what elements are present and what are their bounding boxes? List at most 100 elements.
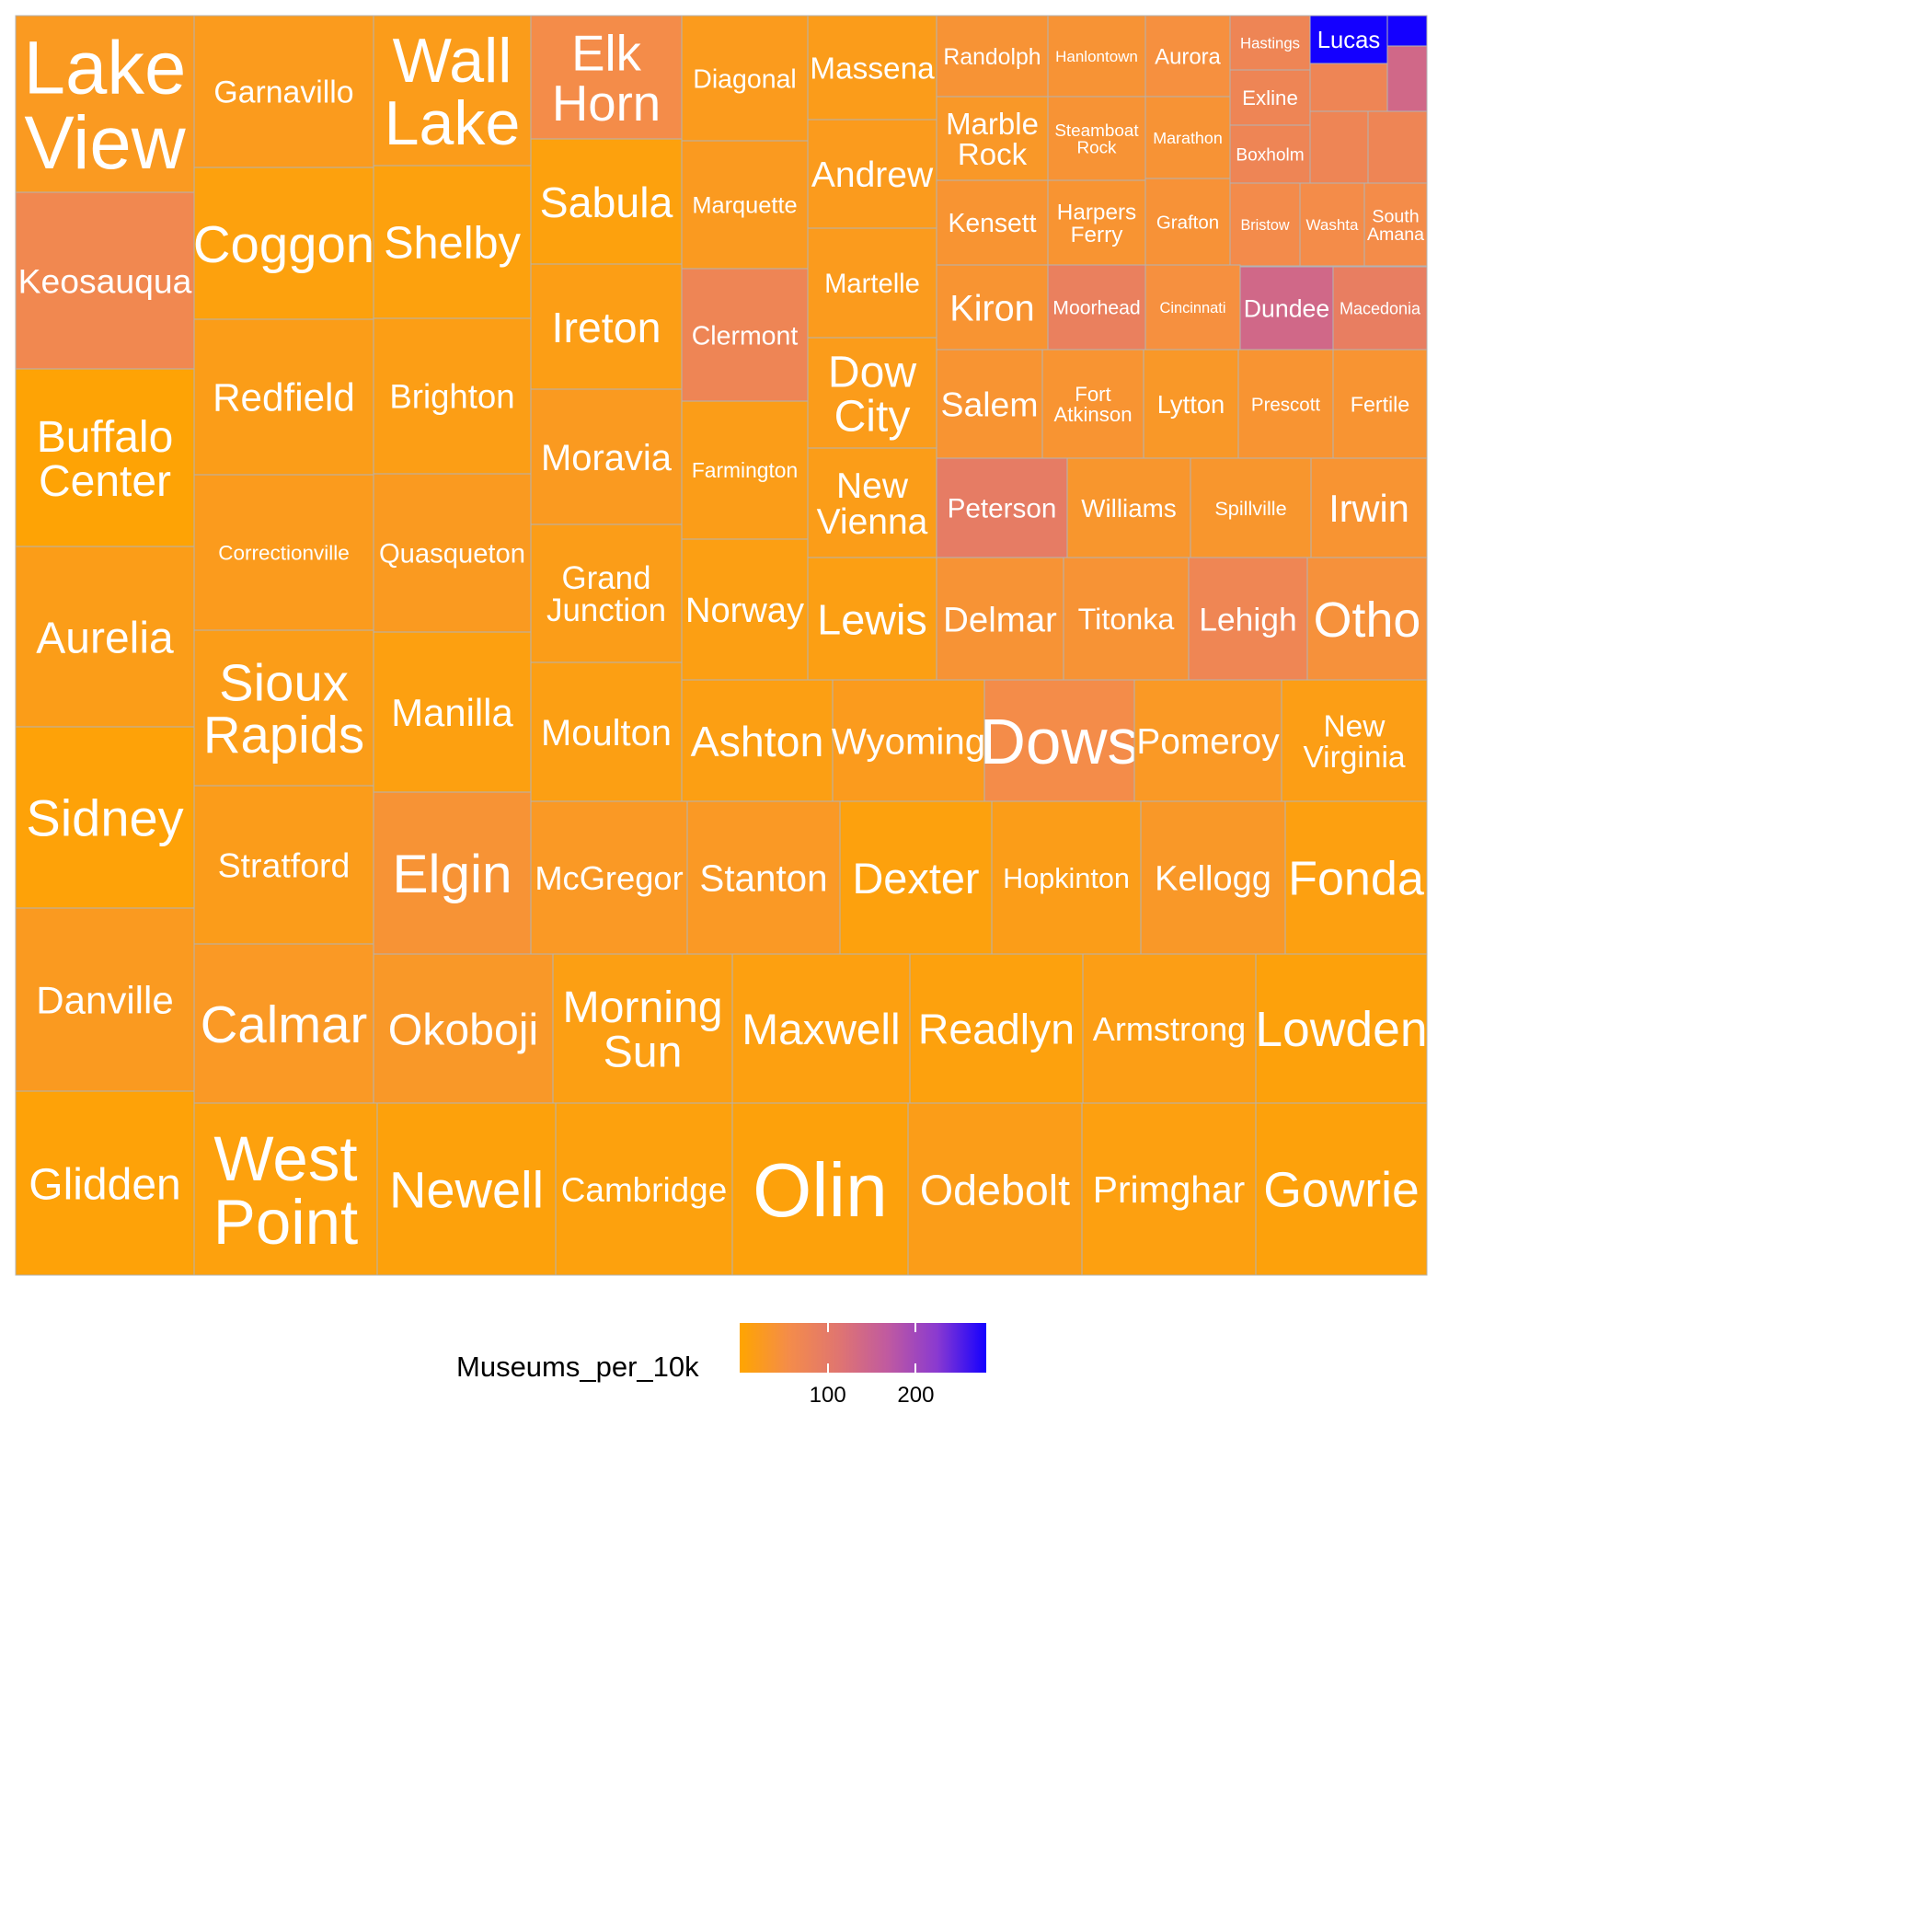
treemap-cell-lucas: Lucas [1309, 15, 1388, 64]
treemap-cell-label: Massena [810, 52, 935, 86]
treemap-cell-label: Aurora [1155, 45, 1221, 70]
treemap-cell-label: West Point [213, 1122, 359, 1258]
treemap-cell-rect [681, 538, 809, 681]
treemap-plot: Lake View Keosauqua Buffalo Center Aurelia Sid… [15, 15, 1428, 1276]
treemap-cell-label: Otho [1314, 592, 1421, 648]
treemap-cell-titonka: Titonka [1063, 557, 1190, 681]
treemap-cell-boxholm: Boxholm [1229, 124, 1311, 184]
treemap-cell-rect [681, 15, 809, 142]
treemap-cell-rect [1082, 953, 1257, 1104]
treemap-cell-label: Washta [1305, 216, 1359, 234]
treemap-cell-label: Salem [941, 385, 1039, 423]
treemap-cell-new-virginia: New Virginia [1281, 679, 1428, 802]
treemap-cell-label: Marble Rock [946, 107, 1039, 171]
treemap-cell-label: Lowden [1255, 1003, 1427, 1057]
treemap-cell-label: Diagonal [693, 64, 797, 94]
treemap-cell-rect [373, 791, 532, 955]
treemap-cell-moorhead: Moorhead [1047, 264, 1146, 351]
treemap-cell-rect [1281, 679, 1428, 802]
treemap-cell-marathon: Marathon [1144, 96, 1231, 179]
treemap-cell-rect [1386, 45, 1428, 112]
treemap-cell-label: Exline [1242, 86, 1298, 109]
treemap-cell-rect [193, 1102, 378, 1276]
treemap-cell-label: Irwin [1328, 487, 1409, 530]
treemap-cell-rect [193, 318, 374, 476]
treemap-cell-rect [373, 473, 532, 633]
treemap-cell-sioux-rapids: Sioux Rapids [193, 629, 374, 787]
treemap-cell-rect [530, 388, 683, 525]
treemap-cell-rect [1047, 179, 1146, 266]
treemap-figure: Lake View Keosauqua Buffalo Center Aurelia Sid… [15, 15, 1428, 1408]
treemap-cell-south-amana: South Amana [1363, 182, 1428, 267]
treemap-cell-hopkinton: Hopkinton [991, 800, 1142, 955]
treemap-cell-unlabeled [1309, 63, 1388, 112]
treemap-cell-label: Lehigh [1199, 601, 1297, 638]
treemap-cell-label: Danville [36, 979, 173, 1022]
treemap-cell-rect [1239, 266, 1334, 351]
treemap-cell-label: Lake View [24, 27, 187, 186]
treemap-cell-massena: Massena [807, 15, 937, 121]
treemap-cell-label: Coggon [193, 215, 374, 273]
treemap-cell-wall-lake: Wall Lake [373, 15, 532, 167]
treemap-cell-olin: Olin [731, 1102, 909, 1276]
treemap-cell-label: Elk Horn [552, 25, 661, 132]
legend-tick-mark [914, 1323, 917, 1332]
treemap-cell-peterson: Peterson [936, 457, 1068, 558]
treemap-cell-grand-junction: Grand Junction [530, 523, 683, 663]
legend-tick-mark [914, 1363, 917, 1373]
treemap-cell-lake-view: Lake View [15, 15, 195, 193]
treemap-cell-label: Prescott [1251, 394, 1320, 415]
treemap-cell-rect [1367, 110, 1428, 184]
treemap-cell-label: Glidden [29, 1160, 180, 1209]
treemap-cell-sidney: Sidney [15, 726, 195, 909]
treemap-cell-label: Titonka [1078, 603, 1175, 636]
treemap-cell-label: Fertile [1351, 392, 1409, 416]
treemap-cell-okoboji: Okoboji [373, 953, 554, 1104]
treemap-cell-label: Lucas [1317, 28, 1381, 53]
treemap-cell-brighton: Brighton [373, 317, 532, 475]
treemap-cell-label: Sioux Rapids [203, 654, 364, 764]
treemap-cell-label: Bristow [1240, 217, 1289, 234]
treemap-cell-label: Lytton [1157, 390, 1225, 419]
treemap-cell-kiron: Kiron [936, 264, 1049, 351]
treemap-cell-rect [15, 191, 195, 370]
treemap-cell-label: Cambridge [561, 1171, 727, 1209]
treemap-cell-label: Maxwell [742, 1006, 900, 1054]
treemap-cell-marquette: Marquette [681, 140, 809, 270]
treemap-cell-label: Newell [389, 1161, 544, 1219]
treemap-cell-lewis: Lewis [807, 557, 937, 681]
treemap-cell-shelby: Shelby [373, 165, 532, 319]
treemap-cell-hanlontown: Hanlontown [1047, 15, 1146, 98]
treemap-cell-unlabeled [1386, 45, 1428, 112]
treemap-cell-moravia: Moravia [530, 388, 683, 525]
treemap-cell-manilla: Manilla [373, 631, 532, 793]
treemap-cell-rect [15, 726, 195, 909]
treemap-cell-randolph: Randolph [936, 15, 1049, 98]
treemap-cell-label: South Amana [1367, 206, 1424, 245]
treemap-cell-label: Harpers Ferry [1057, 201, 1136, 247]
treemap-cell-sabula: Sabula [530, 138, 683, 265]
treemap-cell-lowden: Lowden [1255, 953, 1428, 1104]
treemap-cell-rect [1143, 349, 1239, 459]
treemap-cell-dow-city: Dow City [807, 337, 937, 449]
treemap-cell-moulton: Moulton [530, 661, 683, 802]
treemap-cell-label: Moulton [541, 713, 672, 753]
treemap-cell-rect [1284, 800, 1428, 955]
treemap-cell-label: Fort Atkinson [1053, 383, 1132, 426]
treemap-cell-rect [373, 15, 532, 167]
treemap-cell-label: Primghar [1093, 1168, 1246, 1211]
treemap-cell-rect [530, 661, 683, 802]
treemap-cell-keosauqua: Keosauqua [15, 191, 195, 370]
treemap-cell-rect [552, 953, 733, 1104]
treemap-cell-unlabeled [1386, 15, 1428, 47]
treemap-cell-label: Redfield [213, 376, 355, 420]
treemap-cell-prescott: Prescott [1237, 349, 1334, 459]
treemap-cell-primghar: Primghar [1081, 1102, 1257, 1276]
treemap-cell-andrew: Andrew [807, 119, 937, 229]
treemap-cell-label: Andrew [811, 155, 934, 195]
treemap-cell-label: Armstrong [1093, 1010, 1246, 1048]
treemap-cell-rect [1063, 557, 1190, 681]
treemap-cell-rect [15, 546, 195, 728]
treemap-cell-label: Steamboat Rock [1054, 121, 1139, 158]
treemap-cell-rect [373, 165, 532, 319]
